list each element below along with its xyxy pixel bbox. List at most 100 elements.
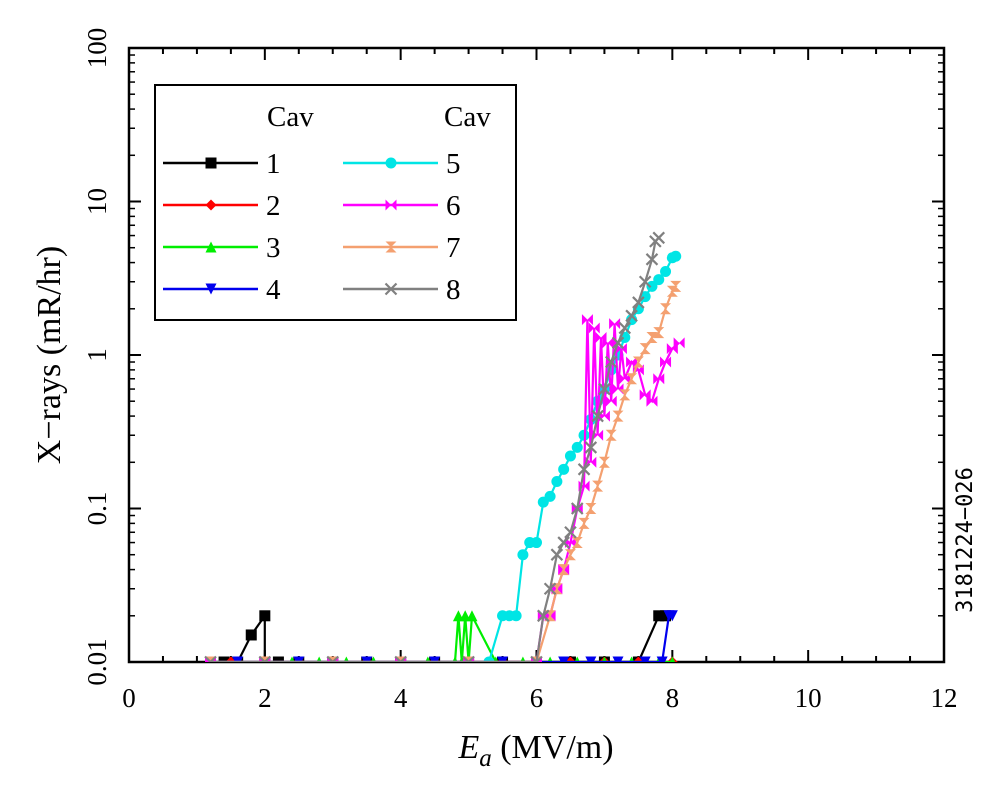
x-axis-variable: E — [457, 729, 479, 766]
legend: Cav Cav 1 2 3 4 5 6 7 8 — [154, 84, 517, 321]
series-6-point — [615, 343, 627, 355]
series-1-point — [660, 610, 672, 622]
series-7-point — [646, 332, 658, 344]
series-1-line — [210, 612, 666, 662]
legend-entry-2: 2 — [163, 190, 281, 222]
series-4-point — [585, 656, 597, 662]
series-7-point — [639, 343, 651, 355]
series-8-point — [618, 321, 632, 335]
series-8-point — [591, 409, 604, 423]
series-3-point — [547, 656, 553, 662]
series-7-point — [558, 564, 570, 576]
series-8-point — [598, 382, 611, 396]
series-3-point — [466, 610, 478, 622]
series-5-point — [558, 463, 570, 475]
series-5-point — [653, 274, 665, 286]
series-6-point — [646, 395, 658, 407]
series-3-point — [574, 656, 580, 662]
series-4-point — [612, 656, 624, 662]
legend-marker — [385, 241, 397, 253]
data-series-layer — [204, 231, 685, 662]
legend-marker — [205, 157, 217, 169]
series-3-point — [425, 656, 431, 662]
series-8-point — [611, 336, 625, 350]
x-tick-label: 8 — [666, 683, 680, 713]
series-8-point — [564, 525, 577, 539]
series-8-point — [638, 275, 652, 289]
series-2-point — [564, 656, 576, 662]
series-7-point — [605, 429, 617, 441]
series-8-point — [537, 609, 550, 623]
series-7-point — [660, 303, 672, 315]
series-5-point — [670, 250, 682, 262]
series-6-point — [626, 356, 638, 368]
series-6-point — [653, 373, 665, 385]
series-5-point — [544, 490, 556, 502]
legend-entry-5: 5 — [343, 148, 461, 180]
y-tick-label: 0.1 — [82, 492, 112, 526]
series-3-point — [601, 656, 608, 662]
series-5-point — [510, 610, 522, 622]
y-tick-label: 100 — [82, 28, 112, 69]
series-7-point — [670, 280, 682, 292]
series-7-point — [632, 356, 644, 368]
series-8 — [204, 231, 666, 662]
legend-marker — [384, 282, 398, 296]
figure-id: 3181224−026 — [953, 467, 978, 613]
series-8-point — [577, 463, 591, 476]
series-8-point — [394, 655, 407, 662]
x-tick-label: 10 — [795, 683, 822, 713]
series-6-point — [605, 395, 617, 407]
series-8-point — [258, 655, 272, 662]
legend-marker — [385, 157, 397, 169]
legend-label: 8 — [446, 274, 461, 306]
legend-label: 6 — [446, 190, 461, 222]
series-8-point — [543, 582, 557, 596]
series-3-point — [669, 656, 676, 662]
series-8-point — [570, 502, 584, 515]
series-1-point — [653, 610, 665, 622]
series-8-point — [530, 655, 543, 662]
legend-entry-7: 7 — [343, 232, 461, 264]
series-7-point — [612, 410, 624, 422]
series-1-point — [259, 610, 271, 622]
series-4-point — [656, 656, 668, 662]
series-5-point — [551, 475, 563, 487]
axis-ticks — [128, 47, 945, 663]
y-tick-label: 10 — [82, 188, 112, 215]
series-3-point — [316, 656, 322, 662]
series-6-point — [619, 373, 631, 385]
series-6-point — [581, 314, 593, 326]
legend-label: 1 — [266, 148, 281, 180]
series-3-point — [343, 656, 350, 662]
legend-label: 2 — [266, 190, 281, 222]
series-8-point — [550, 548, 564, 561]
series-2-point — [632, 656, 644, 662]
series-8-point — [645, 253, 659, 266]
legend-entry-8: 8 — [343, 274, 461, 306]
series-3-point — [370, 656, 377, 662]
series-6-point — [609, 318, 621, 330]
legend-label: 7 — [446, 232, 461, 264]
legend-entries: 1 2 3 4 5 6 7 8 — [163, 148, 461, 306]
series-5 — [205, 250, 682, 662]
legend-entry-3: 3 — [163, 232, 281, 264]
x-axis-unit: (MV/m) — [492, 729, 614, 766]
x-tick-label: 12 — [931, 683, 958, 713]
y-tick-label: 0.01 — [82, 638, 112, 685]
series-4-point — [558, 656, 570, 662]
series-5-point — [564, 450, 576, 462]
series-8-point — [604, 355, 618, 369]
series-7-point — [585, 503, 597, 514]
x-tick-label: 6 — [530, 683, 544, 713]
x-tick-label: 4 — [394, 683, 408, 713]
x-tick-label: 2 — [258, 683, 272, 713]
series-4-point — [497, 656, 509, 662]
series-1-point — [245, 629, 257, 641]
series-8-point — [557, 536, 570, 549]
legend-marker — [205, 199, 217, 211]
legend-marker — [385, 199, 397, 211]
series-5-point — [483, 656, 495, 662]
legend-label: 3 — [266, 232, 281, 264]
